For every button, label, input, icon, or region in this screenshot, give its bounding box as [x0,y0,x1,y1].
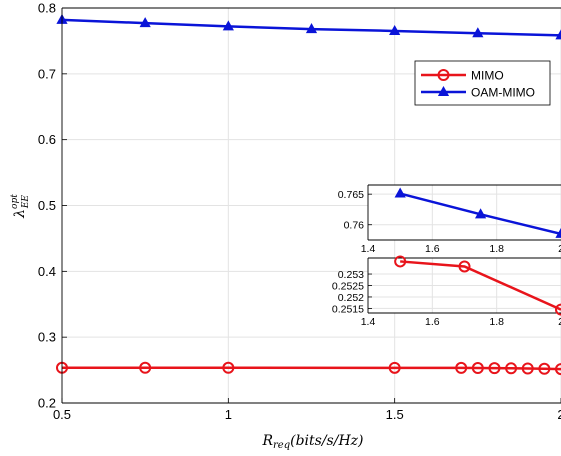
inset-data-point [394,255,407,268]
inset-y-tick-label: 0.253 [338,269,364,281]
y-tick-label: 0.5 [38,198,56,213]
data-point [471,362,484,375]
data-point [488,362,501,375]
inset-x-tick-label: 1.4 [361,243,376,255]
y-tick-label: 0.7 [38,66,56,81]
data-point [305,23,318,34]
inset-data-point [458,260,471,273]
inset-oam-mimo: 1.4 1.6 1.8 2 0.76 0.765 [338,184,561,255]
data-point [555,363,561,376]
y-tick-label: 0.2 [38,396,56,411]
x-tick-label: 1 [225,407,232,422]
data-point [455,361,468,374]
data-point [388,361,401,374]
data-point [222,361,235,374]
y-axis-label: λoptEE [10,194,31,219]
inset-x-tick-label: 1.4 [361,316,376,328]
x-tick-label: 2 [557,407,561,422]
inset-x-tick-label: 1.6 [425,243,440,255]
inset-x-tick-label: 2 [558,243,561,255]
inset-data-point [474,208,487,219]
svg-text:λoptEE: λoptEE [10,194,31,219]
data-point [555,29,561,40]
x-tick-label: 1.5 [386,407,404,422]
data-point [538,362,551,375]
inset-y-tick-label: 0.2515 [332,303,364,315]
legend-box [414,60,551,106]
legend: MIMO OAM-MIMO [414,60,551,106]
legend-marker [437,69,450,81]
inset-area [368,185,561,240]
inset-data-point [555,227,561,238]
legend-item-mimo: MIMO [421,69,504,83]
inset-y-tick-label: 0.2525 [332,281,364,293]
x-axis-label: Rreq(bits/s/Hz) [261,433,363,451]
inset-x-tick-label: 2 [558,316,561,328]
inset-x-tick-label: 1.6 [425,316,440,328]
data-point [139,361,152,374]
inset-data-point [555,303,561,316]
y-tick-label: 0.6 [38,132,56,147]
inset-x-tick-label: 1.8 [489,316,504,328]
y-tick-label: 0.4 [38,264,56,279]
data-point [521,362,534,375]
inset-data-point [394,187,406,198]
inset-x-tick-label: 1.8 [489,243,504,255]
data-point [505,362,518,375]
y-tick-label: 0.3 [38,330,56,345]
data-point [472,27,484,38]
legend-label: MIMO [471,69,504,83]
main-lines [56,13,561,376]
main-axes: 0.5 1 1.5 2 0.2 0.3 0.4 0.5 0.6 0.7 0.8 [38,1,561,422]
x-tick-label: 0.5 [53,407,71,422]
inset-y-tick-label: 0.252 [338,292,364,304]
data-point [389,24,401,35]
legend-label: OAM-MIMO [471,86,535,100]
inset-y-tick-label: 0.765 [338,189,364,201]
inset-y-tick-label: 0.76 [344,220,365,232]
legend-marker [437,85,450,96]
series-mimo [56,361,561,376]
data-point [222,20,234,31]
legend-item-oam-mimo: OAM-MIMO [421,86,535,100]
inset-series-line [400,260,561,311]
data-point [139,17,151,28]
y-tick-label: 0.8 [38,1,56,16]
series-line [62,366,561,371]
